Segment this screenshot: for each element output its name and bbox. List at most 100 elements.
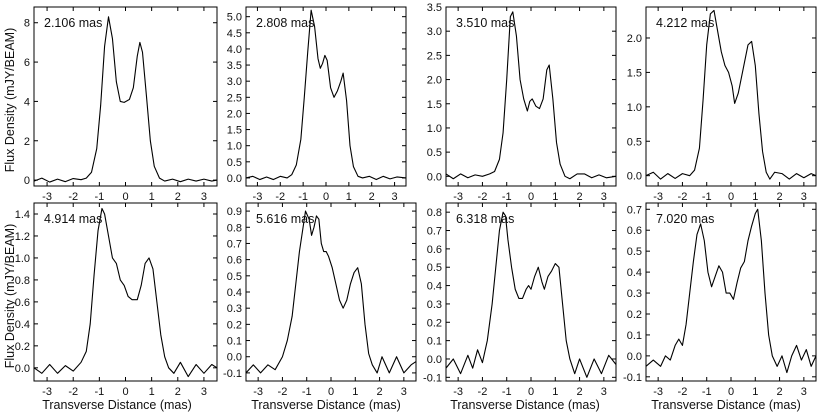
x-tick-label: 3 — [201, 386, 207, 398]
y-tick-label: 0.8 — [427, 207, 442, 219]
plot-frame — [645, 202, 817, 382]
chart-panel-8: -3 -2 -1 0 1 2 3 -0.1 0.0 0.1 0.2 0.3 0.4 0.5 0.6 0.7 7.… — [623, 202, 817, 398]
y-tick-label: 0.6 — [427, 244, 442, 256]
plot-frame — [645, 6, 817, 187]
x-tick-label: -3 — [253, 386, 263, 398]
y-tick-label: 0.3 — [427, 299, 442, 311]
plot-frame — [33, 202, 218, 382]
y-tick-label: 3.5 — [427, 2, 442, 14]
y-tick-label: 1.0 — [627, 102, 642, 114]
y-tick-label: 0.7 — [627, 204, 642, 216]
panel-label: 6.318 mas — [456, 212, 514, 226]
x-tick-label: 1 — [552, 191, 558, 203]
y-tick-label: -0.1 — [223, 368, 242, 380]
chart-panel-4: -3 -2 -1 0 1 2 3 0.0 0.5 1.0 1.5 2.0 4.212 mas — [627, 6, 817, 203]
y-tick-label: 0.4 — [627, 267, 642, 279]
y-tick-label: 0.6 — [15, 297, 30, 309]
y-tick-label: 0.6 — [227, 255, 242, 267]
y-tick-label: 1.0 — [15, 253, 30, 265]
x-tick-label: -2 — [478, 191, 488, 203]
plot-frame — [445, 6, 617, 187]
y-tick-label: 3.0 — [427, 26, 442, 38]
profile-line — [245, 9, 407, 181]
x-tick-label: 3 — [801, 191, 807, 203]
y-tick-label: 0.5 — [227, 271, 242, 283]
panel-label: 5.616 mas — [256, 212, 314, 226]
y-tick-label: 0.9 — [227, 206, 242, 218]
x-axis-title-2: Transverse Distance (mas) — [251, 398, 401, 412]
y-tick-label: 4 — [24, 96, 30, 108]
x-tick-label: 2 — [777, 386, 783, 398]
profile-line — [445, 11, 617, 180]
chart-panel-7: -3 -2 -1 0 1 2 3 -0.1 0.0 0.1 0.2 0.3 0.4 0.5 0.6 0.7 0.… — [423, 202, 617, 398]
x-tick-label: 1 — [149, 191, 155, 203]
y-tick-label: 1.5 — [627, 67, 642, 79]
x-tick-label: 3 — [801, 386, 807, 398]
y-tick-label: 0.3 — [227, 303, 242, 315]
x-tick-label: 1 — [149, 386, 155, 398]
x-tick-label: 1 — [552, 386, 558, 398]
chart-panel-2: -3 -2 -1 0 1 2 3 0.0 0.5 1.0 1.5 2.0 2.5 3.0 3.5 4.0 4.5… — [227, 6, 407, 203]
x-tick-label: -1 — [298, 191, 308, 203]
y-tick-label: 0 — [24, 175, 30, 187]
x-tick-label: -2 — [278, 386, 288, 398]
panel-grid: -3 -2 -1 0 1 2 3 0 2 4 6 8 2.106 mas -3 -2 -1 0 1 2 3 0.0 0.5… — [15, 2, 817, 398]
x-tick-label: 2 — [175, 191, 181, 203]
y-tick-label: 0.3 — [627, 288, 642, 300]
y-tick-label: 0.1 — [227, 336, 242, 348]
profile-line — [645, 208, 817, 374]
y-tick-label: 0.4 — [427, 281, 442, 293]
x-tick-label: 1 — [352, 386, 358, 398]
y-tick-label: 4.0 — [227, 44, 242, 56]
y-tick-label: 0.0 — [627, 351, 642, 363]
x-tick-label: 0 — [528, 386, 534, 398]
x-tick-label: -3 — [253, 191, 263, 203]
y-tick-label: 0.5 — [627, 246, 642, 258]
x-tick-label: -3 — [453, 191, 463, 203]
y-tick-label: 3.0 — [227, 76, 242, 88]
y-tick-label: 0.0 — [427, 354, 442, 366]
panel-label: 2.808 mas — [256, 16, 314, 30]
y-tick-label: 1.5 — [227, 125, 242, 137]
x-tick-label: 2 — [577, 386, 583, 398]
x-axis-title-1: Transverse Distance (mas) — [42, 398, 192, 412]
x-tick-label: 3 — [401, 386, 407, 398]
y-axis-title-top: Flux Density (mJY/BEAM) — [3, 28, 17, 172]
y-tick-label: 6 — [24, 57, 30, 69]
profile-line — [445, 211, 617, 378]
y-tick-label: 2 — [24, 136, 30, 148]
x-tick-label: -1 — [502, 191, 512, 203]
y-tick-label: 1.0 — [427, 123, 442, 135]
y-tick-label: 8 — [24, 18, 30, 30]
x-tick-label: 0 — [528, 191, 534, 203]
chart-panel-6: -3 -2 -1 0 1 2 3 -0.1 0.0 0.1 0.2 0.3 0.4 0.5 0.6 0.7 0.… — [223, 202, 417, 398]
x-tick-label: -2 — [678, 386, 688, 398]
y-tick-label: 0.5 — [627, 136, 642, 148]
y-tick-label: 1.2 — [15, 231, 30, 243]
y-tick-label: 0.6 — [627, 225, 642, 237]
y-tick-label: -0.1 — [623, 372, 642, 384]
y-tick-label: 4.5 — [227, 28, 242, 40]
x-tick-label: 0 — [122, 191, 128, 203]
x-tick-label: 2 — [577, 191, 583, 203]
y-tick-label: 0.0 — [15, 363, 30, 375]
y-tick-label: 5.0 — [227, 12, 242, 24]
y-tick-label: 0.0 — [227, 173, 242, 185]
panel-label: 2.106 mas — [44, 16, 102, 30]
x-tick-label: -1 — [94, 386, 104, 398]
y-tick-label: 2.5 — [427, 50, 442, 62]
x-tick-label: 0 — [328, 386, 334, 398]
plot-frame — [445, 202, 617, 382]
x-tick-label: 2 — [777, 191, 783, 203]
x-tick-label: 0 — [323, 191, 329, 203]
y-tick-label: 2.5 — [227, 92, 242, 104]
y-axis-title-bottom: Flux Density (mJY/BEAM) — [3, 224, 17, 368]
y-tick-label: 0.5 — [427, 262, 442, 274]
profile-line — [33, 16, 218, 183]
plot-frame — [245, 202, 417, 382]
y-tick-label: 0.1 — [427, 336, 442, 348]
x-tick-label: -1 — [702, 386, 712, 398]
x-tick-label: 1 — [346, 191, 352, 203]
x-tick-label: 1 — [752, 386, 758, 398]
